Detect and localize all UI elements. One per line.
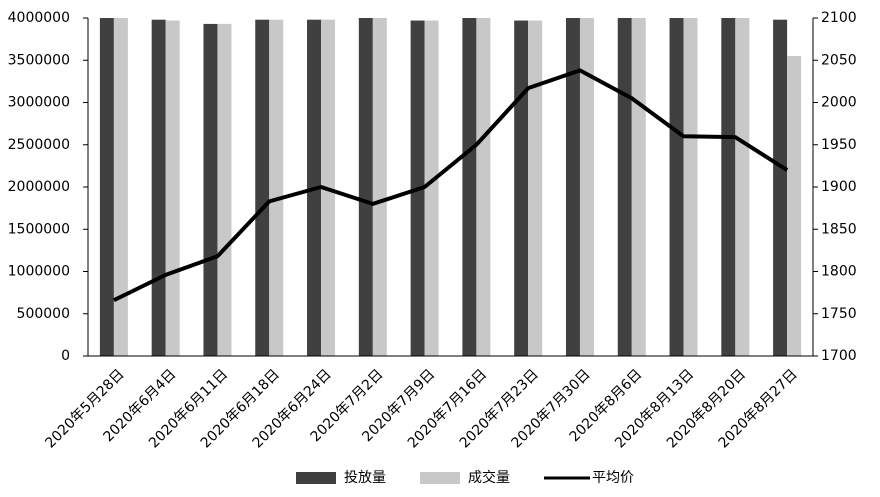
y-tick-label: 0 [61, 348, 70, 364]
y-tick-label: 500000 [17, 306, 70, 322]
y-tick-label: 1000000 [8, 264, 70, 280]
bar [514, 20, 529, 356]
bar [424, 20, 439, 356]
bar [255, 19, 270, 356]
y-tick-label: 4000000 [8, 10, 70, 26]
bar [565, 18, 580, 356]
y2-tick-label: 1700 [821, 348, 857, 364]
legend-label: 成交量 [468, 469, 510, 486]
y-tick-label: 3000000 [8, 95, 70, 111]
y2-tick-label: 2100 [821, 10, 857, 26]
legend-swatch [296, 472, 336, 484]
legend-label: 平均价 [592, 470, 634, 486]
y2-tick-label: 1800 [821, 264, 857, 280]
y2-tick-label: 1950 [821, 137, 857, 153]
bar [631, 18, 646, 356]
bar [372, 18, 387, 356]
y2-tick-label: 2000 [821, 95, 857, 111]
bar [269, 19, 284, 356]
y2-tick-label: 1750 [821, 306, 857, 322]
bar [217, 23, 232, 356]
bar [113, 18, 128, 356]
y2-tick-label: 2050 [821, 52, 857, 68]
legend-label: 投放量 [344, 470, 386, 486]
bar [721, 18, 736, 356]
y-tick-label: 2000000 [8, 179, 70, 195]
bar [358, 18, 373, 356]
line-series [113, 68, 789, 303]
bar [683, 18, 698, 356]
bar [735, 18, 750, 356]
bar [773, 19, 788, 356]
legend-swatch [420, 472, 460, 484]
y-tick-label: 1500000 [8, 221, 70, 237]
bar [617, 18, 632, 356]
bar [579, 18, 594, 356]
bar [787, 56, 802, 357]
y-tick-label: 2500000 [8, 137, 70, 153]
bar [528, 20, 543, 356]
bar [462, 18, 477, 356]
bar [203, 23, 218, 356]
bar [165, 20, 180, 356]
y-tick-label: 3500000 [8, 52, 70, 68]
y2-tick-label: 1850 [821, 221, 857, 237]
bar [151, 19, 166, 356]
bar [476, 18, 491, 356]
bar [99, 18, 114, 356]
y2-tick-label: 1900 [821, 179, 857, 195]
bar [669, 18, 684, 356]
